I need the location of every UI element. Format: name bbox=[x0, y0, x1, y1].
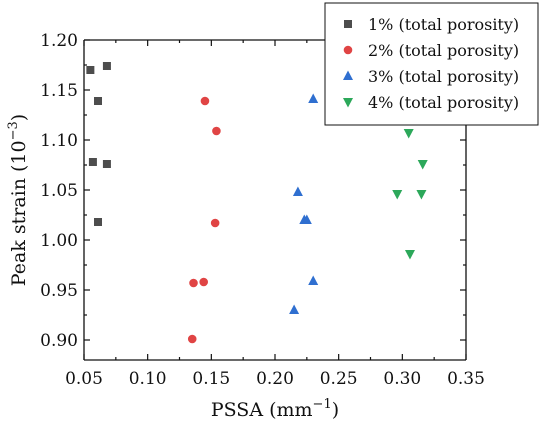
data-point-series-4 bbox=[417, 160, 428, 170]
data-points bbox=[86, 62, 428, 344]
legend-label-3: 3% (total porosity) bbox=[368, 67, 519, 86]
data-point-series-2 bbox=[189, 278, 198, 288]
data-point-series-1 bbox=[86, 66, 95, 74]
data-point-series-1 bbox=[94, 218, 103, 226]
x-tick-label: 0.30 bbox=[383, 369, 421, 389]
data-point-series-2 bbox=[199, 277, 208, 287]
legend-marker-3 bbox=[343, 70, 353, 80]
data-point-series-2 bbox=[210, 218, 220, 228]
legend-frame bbox=[324, 2, 539, 126]
x-tick-label: 0.10 bbox=[129, 369, 167, 389]
data-point-series-3 bbox=[292, 186, 303, 196]
y-axis-title: Peak strain (10−3) bbox=[6, 114, 30, 286]
y-tick-label: 1.00 bbox=[40, 231, 78, 251]
data-point-series-1 bbox=[88, 158, 97, 166]
legend: 1% (total porosity) 2% (total porosity) 3%… bbox=[324, 2, 539, 126]
legend-marker-1 bbox=[344, 20, 352, 28]
data-point-series-4 bbox=[416, 190, 427, 200]
axis-ticks bbox=[83, 39, 467, 360]
data-point-series-4 bbox=[404, 250, 415, 260]
x-tick-label: 0.15 bbox=[192, 369, 230, 389]
x-tick-label: 0.25 bbox=[320, 369, 358, 389]
data-point-series-4 bbox=[403, 129, 414, 139]
y-tick-label: 0.95 bbox=[40, 281, 78, 301]
data-point-series-1 bbox=[102, 160, 111, 168]
x-axis-title: PSSA (mm−1) bbox=[211, 397, 339, 421]
y-tick-label: 0.90 bbox=[40, 331, 78, 351]
x-tick-label: 0.20 bbox=[256, 369, 294, 389]
legend-marker-4 bbox=[343, 98, 353, 108]
y-tick-label: 1.15 bbox=[40, 81, 78, 101]
legend-label-4: 4% (total porosity) bbox=[368, 93, 519, 112]
x-tick-label: 0.35 bbox=[447, 369, 485, 389]
legend-label-1: 1% (total porosity) bbox=[368, 15, 519, 34]
data-point-series-2 bbox=[187, 334, 197, 344]
legend-marker-2 bbox=[343, 45, 353, 55]
y-tick-label: 1.05 bbox=[40, 181, 78, 201]
y-tick-label: 1.10 bbox=[40, 131, 78, 151]
y-tick-label: 1.20 bbox=[40, 31, 78, 51]
data-point-series-1 bbox=[102, 62, 111, 70]
data-point-series-1 bbox=[94, 97, 103, 105]
data-point-series-3 bbox=[308, 275, 319, 285]
x-tick-label: 0.05 bbox=[65, 369, 103, 389]
data-point-series-2 bbox=[212, 126, 221, 136]
data-point-series-2 bbox=[200, 96, 210, 106]
data-point-series-3 bbox=[289, 304, 300, 314]
data-point-series-3 bbox=[301, 214, 312, 224]
data-point-series-4 bbox=[392, 190, 403, 200]
legend-label-2: 2% (total porosity) bbox=[368, 41, 519, 60]
data-point-series-3 bbox=[308, 93, 319, 103]
